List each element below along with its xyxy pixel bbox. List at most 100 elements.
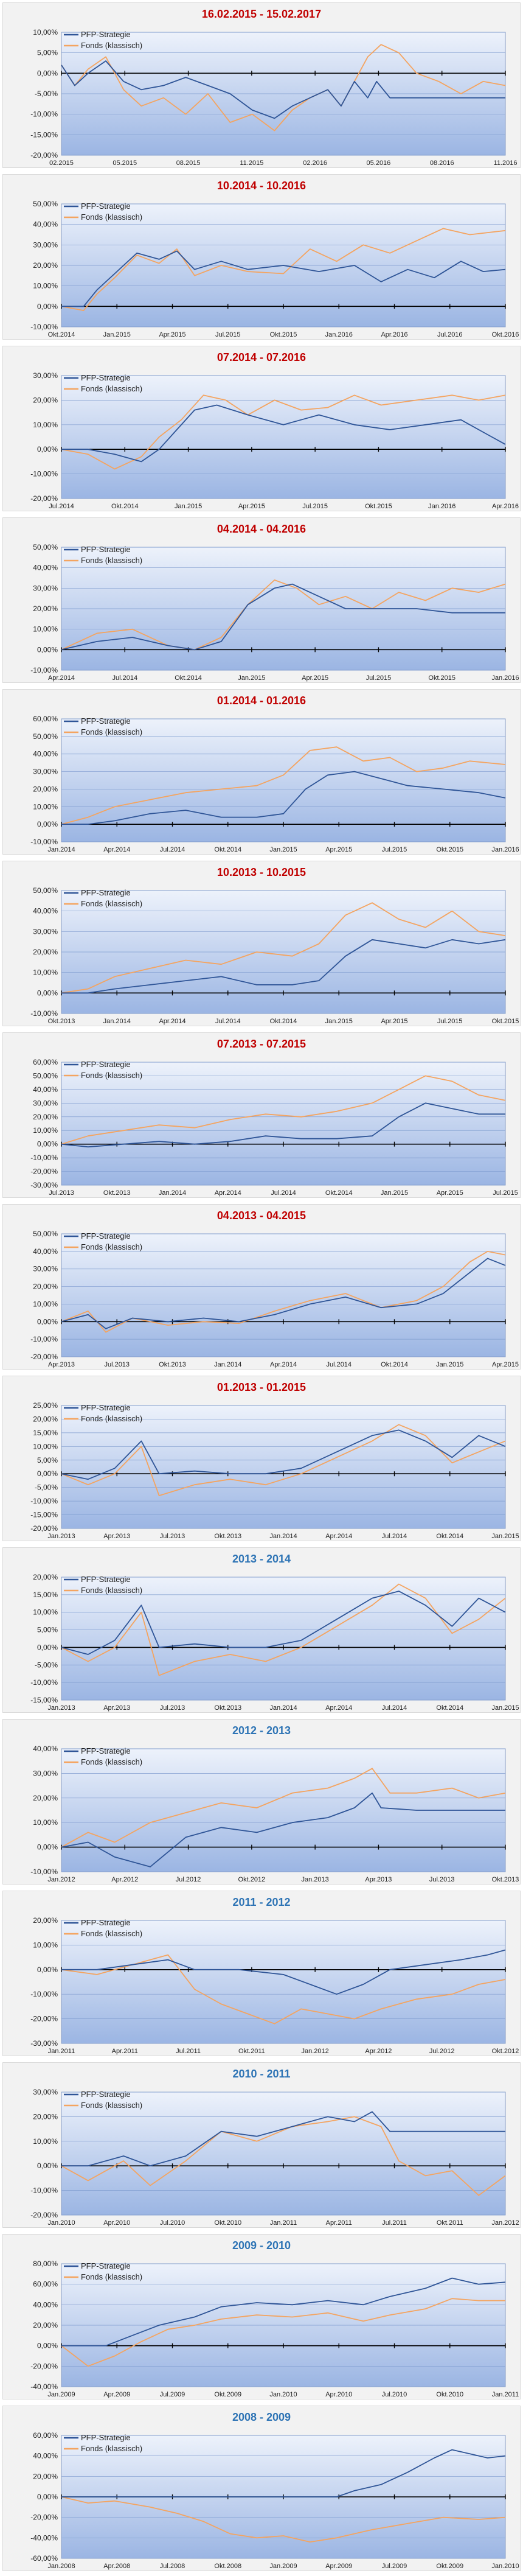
y-tick-label: 20,00% (33, 2321, 58, 2329)
plot-area (61, 1920, 506, 2044)
x-tick-label: Okt.2014 (270, 1018, 297, 1025)
series-fund-line (61, 2116, 506, 2196)
legend-label-strategy: PFP-Strategie (81, 1403, 131, 1412)
chart-title: 2011 - 2012 (232, 1896, 291, 1908)
x-tick-label: Jan.2016 (491, 846, 519, 853)
legend-label-fund: Fonds (klassisch) (81, 2272, 142, 2281)
x-tick-label: Jan.2015 (491, 1533, 519, 1540)
y-tick-label: 30,00% (33, 927, 58, 936)
x-tick-label: Apr.2008 (103, 2563, 130, 2570)
x-tick-label: Okt.2013 (492, 1876, 519, 1883)
y-tick-label: 10,00% (33, 1818, 58, 1827)
x-tick-label: Apr.2014 (325, 1533, 352, 1540)
y-tick-label: 80,00% (33, 2259, 58, 2268)
y-tick-label: -10,00% (30, 666, 58, 674)
x-tick-label: Jan.2015 (238, 674, 265, 682)
y-tick-label: 40,00% (33, 907, 58, 915)
x-tick-label: 02.2016 (303, 159, 327, 167)
x-tick-label: Apr.2013 (103, 1533, 130, 1540)
y-tick-label: -20,00% (30, 2211, 58, 2219)
x-tick-label: Jan.2011 (270, 2219, 297, 2227)
series-strategy-line (61, 771, 506, 825)
y-tick-label: -10,00% (30, 470, 58, 478)
y-tick-label: 0,00% (37, 2493, 58, 2501)
x-tick-label: Jan.2012 (302, 2048, 329, 2055)
x-tick-label: Apr.2013 (48, 1361, 75, 1368)
y-tick-label: 20,00% (33, 1415, 58, 1423)
x-tick-label: Apr.2009 (325, 2563, 352, 2570)
x-tick-label: Jan.2013 (302, 1876, 329, 1883)
x-tick-label: 11.2016 (494, 159, 518, 167)
y-tick-label: -15,00% (30, 130, 58, 139)
x-tick-label: Jan.2014 (214, 1361, 241, 1368)
y-tick-label: 10,00% (33, 2137, 58, 2146)
y-tick-label: 60,00% (33, 2431, 58, 2440)
y-tick-label: 0,00% (37, 820, 58, 828)
y-tick-label: -10,00% (30, 1867, 58, 1876)
series-fund-line (61, 1075, 506, 1145)
x-tick-label: Apr.2014 (215, 1189, 241, 1197)
chart-title: 04.2014 - 04.2016 (216, 523, 307, 535)
x-tick-label: Apr.2014 (325, 1704, 352, 1712)
x-tick-label: Apr.2012 (365, 2048, 392, 2055)
y-tick-label: 40,00% (33, 564, 58, 572)
y-tick-label: 30,00% (33, 371, 58, 380)
x-tick-label: Apr.2014 (159, 1018, 185, 1025)
x-tick-label: Okt.2015 (492, 1018, 519, 1025)
x-tick-label: Jul.2015 (437, 1018, 463, 1025)
series-strategy-line (61, 404, 506, 463)
y-tick-label: -20,00% (30, 2362, 58, 2370)
y-tick-label: 20,00% (33, 1916, 58, 1925)
y-tick-label: -10,00% (30, 1497, 58, 1505)
x-tick-label: 05.2015 (113, 159, 137, 167)
y-tick-label: -15,00% (30, 1511, 58, 1519)
chart-panel: 2008 - 2009 60,00% 40,00% 20,00% 0,00% -20,00… (2, 2406, 521, 2571)
y-tick-label: -20,00% (30, 151, 58, 159)
chart-panel: 01.2014 - 01.2016 60,00% 50,00% 40,00% 30,00… (2, 689, 521, 855)
series-fund-line (61, 44, 506, 131)
line-chart: 30,00%20,00%10,00%0,00%-10,00%-20,00%Jan… (30, 2088, 519, 2227)
series-strategy-line (61, 60, 505, 119)
x-tick-label: Jul.2014 (215, 1018, 241, 1025)
line-chart: 60,00% 50,00% 40,00% 30,00% 20,00% 10,00% 0,00… (30, 1058, 518, 1197)
y-tick-label: 50,00% (33, 1230, 58, 1238)
chart-panel: 07.2013 - 07.2015 60,00% 50,00% 40,00% 30,00… (2, 1032, 521, 1198)
y-tick-label: 10,00% (33, 1941, 58, 1949)
series-strategy-line (61, 1258, 506, 1329)
x-tick-label: 08.2015 (176, 159, 201, 167)
x-tick-label: Jul.2011 (382, 2219, 407, 2227)
legend-label-fund: Fonds (klassisch) (81, 2101, 142, 2110)
y-tick-label: 0,00% (37, 445, 58, 453)
x-tick-label: Apr.2015 (381, 1018, 407, 1025)
series-strategy-line (61, 583, 505, 651)
x-tick-label: Okt.2010 (436, 2391, 463, 2398)
series-fund-line (61, 1251, 506, 1333)
x-tick-label: Jan.2009 (269, 2563, 297, 2570)
x-tick-label: Jan.2016 (428, 503, 455, 510)
y-tick-label: 10,00% (33, 1442, 58, 1451)
y-tick-label: 10,00% (33, 421, 58, 429)
x-tick-label: Jul.2012 (429, 2048, 455, 2055)
x-tick-label: Okt.2010 (214, 2219, 241, 2227)
x-tick-label: Jan.2014 (269, 1533, 297, 1540)
y-tick-label: 20,00% (33, 1283, 58, 1291)
y-tick-label: 40,00% (33, 1745, 58, 1753)
x-tick-label: Jul.2015 (493, 1189, 518, 1197)
y-tick-label: 0,00% (37, 1965, 58, 1974)
x-tick-label: Apr.2010 (325, 2391, 352, 2398)
x-tick-label: Okt.2014 (436, 1533, 463, 1540)
y-tick-label: 10,00% (33, 968, 58, 977)
x-tick-label: Jul.2015 (302, 503, 328, 510)
y-tick-label: -10,00% (30, 2186, 58, 2195)
plot-area (61, 1577, 506, 1701)
y-tick-label: 10,00% (33, 802, 58, 811)
chart-title: 2010 - 2011 (232, 2068, 291, 2080)
x-tick-label: Apr.2013 (103, 1704, 130, 1712)
y-tick-label: 40,00% (33, 2300, 58, 2309)
x-tick-label: Jul.2009 (382, 2563, 407, 2570)
legend-label-strategy: PFP-Strategie (81, 1060, 131, 1069)
x-tick-label: Okt.2012 (238, 1876, 266, 1883)
